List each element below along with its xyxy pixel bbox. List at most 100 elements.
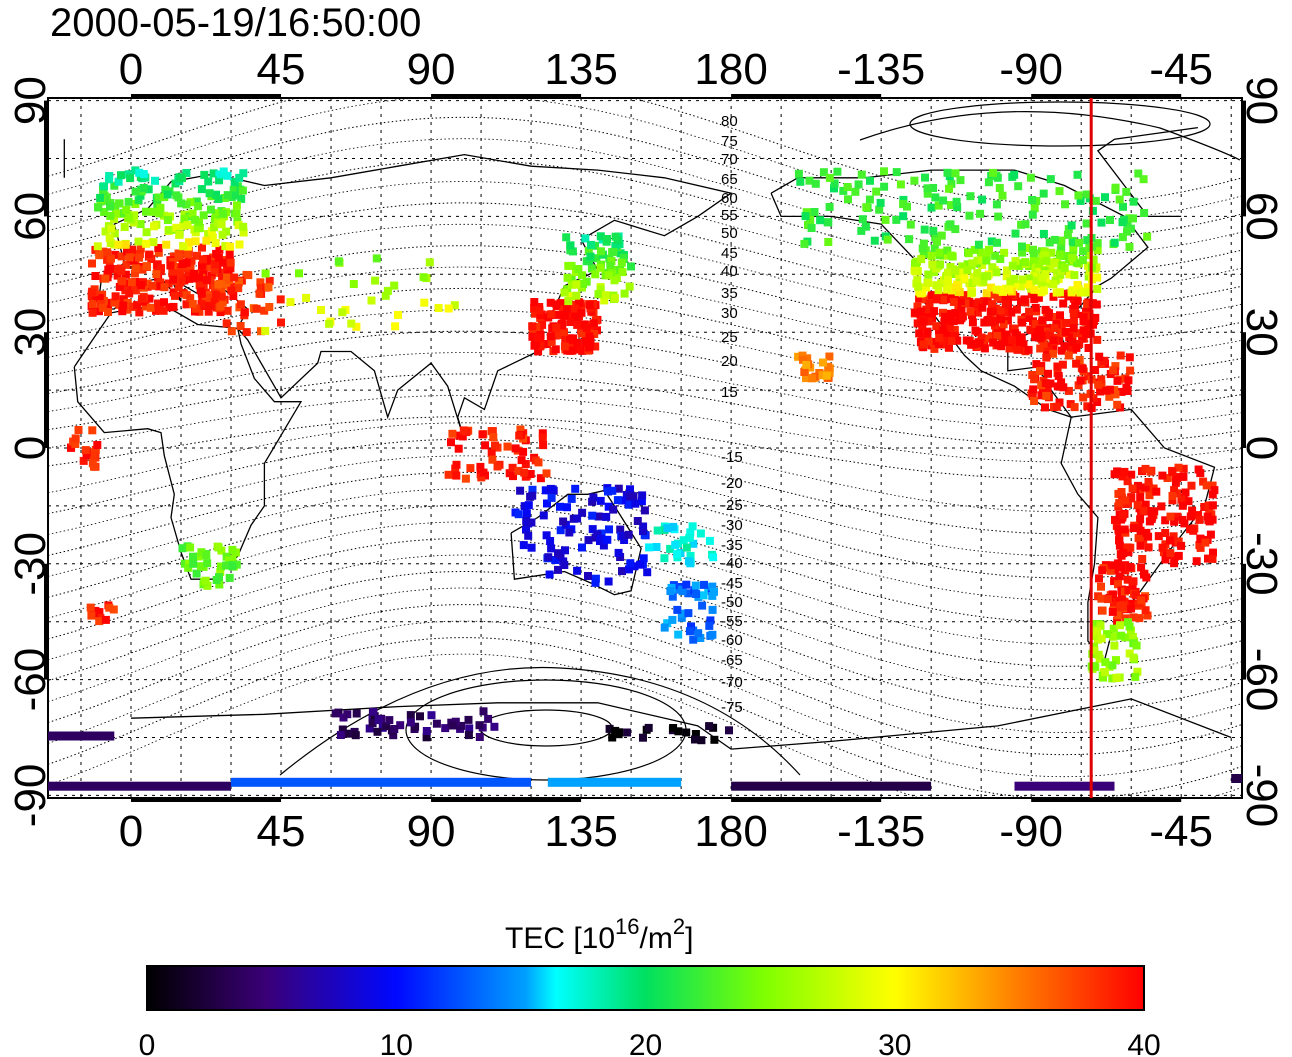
tec-cell bbox=[1093, 273, 1102, 282]
tec-cell bbox=[1083, 299, 1092, 308]
tec-cell bbox=[589, 493, 598, 502]
tec-cell bbox=[99, 187, 108, 195]
tec-cell bbox=[1144, 478, 1153, 486]
tec-cell bbox=[1173, 512, 1182, 521]
frame-bar bbox=[44, 332, 49, 448]
tec-cell bbox=[1112, 656, 1120, 665]
tec-cell bbox=[199, 211, 208, 220]
tec-cell bbox=[100, 207, 109, 216]
tec-cell bbox=[1074, 381, 1083, 390]
tec-cell bbox=[819, 168, 828, 177]
lon-ticks-bottom: 0 45 90 135 180 -135 -90 -45 bbox=[119, 807, 1213, 856]
tec-cell bbox=[920, 225, 929, 234]
tec-cell bbox=[1115, 607, 1124, 616]
tec-cell bbox=[211, 290, 220, 299]
tec-cell bbox=[993, 173, 1002, 182]
tec-cell bbox=[1166, 549, 1175, 558]
tec-cell bbox=[560, 561, 569, 569]
tec-cell bbox=[197, 185, 206, 194]
tec-cell bbox=[995, 310, 1004, 319]
tec-cell bbox=[953, 203, 962, 212]
tec-cell bbox=[912, 259, 920, 267]
tec-cell bbox=[215, 573, 223, 582]
tec-cell bbox=[209, 169, 218, 178]
tec-cell bbox=[876, 198, 885, 207]
tec-cell bbox=[205, 189, 214, 198]
tec-cell bbox=[166, 261, 175, 270]
tec-cell bbox=[122, 205, 131, 214]
tec-cell bbox=[607, 257, 616, 265]
tec-cell bbox=[1114, 525, 1123, 534]
tec-cell bbox=[800, 368, 809, 376]
tec-cell bbox=[1073, 297, 1082, 306]
tec-cell bbox=[138, 295, 146, 304]
tec-cell bbox=[585, 301, 594, 310]
tec-cell bbox=[600, 296, 609, 305]
tec-cell bbox=[131, 286, 140, 295]
tec-cell bbox=[1058, 360, 1067, 369]
tec-cell bbox=[807, 374, 816, 383]
tec-cell bbox=[123, 247, 131, 256]
tec-cell bbox=[1129, 524, 1138, 533]
tec-cell bbox=[993, 293, 1002, 302]
lon-tick-label: 90 bbox=[407, 807, 456, 856]
tec-cell bbox=[1047, 248, 1056, 257]
tec-cell bbox=[913, 276, 922, 285]
tec-cell bbox=[1060, 263, 1069, 272]
tec-cell bbox=[1205, 517, 1214, 526]
tec-cell bbox=[796, 177, 805, 186]
tec-cell bbox=[239, 169, 248, 178]
tec-cell bbox=[112, 209, 120, 218]
lat-tick-label: -90 bbox=[6, 764, 55, 828]
tec-cell bbox=[581, 234, 590, 243]
tec-cell bbox=[390, 281, 399, 290]
tec-cell bbox=[465, 724, 474, 733]
tec-cell bbox=[160, 298, 168, 307]
tec-cell bbox=[673, 605, 682, 614]
tec-cell bbox=[1100, 668, 1109, 677]
tec-cell bbox=[265, 276, 274, 285]
tec-cell bbox=[137, 281, 146, 290]
tec-cell bbox=[224, 556, 233, 565]
tec-cell bbox=[573, 315, 582, 324]
tec-cell bbox=[1141, 606, 1150, 615]
tec-cell bbox=[996, 255, 1005, 263]
tec-cell bbox=[708, 591, 717, 600]
tec-cell bbox=[979, 277, 988, 286]
tec-cell bbox=[709, 553, 718, 562]
tec-cell bbox=[561, 310, 569, 319]
tec-cell bbox=[922, 283, 930, 292]
tec-cell bbox=[1084, 344, 1093, 352]
tec-cell bbox=[444, 470, 453, 479]
tec-cell bbox=[1000, 248, 1009, 257]
tec-cell bbox=[198, 261, 206, 270]
frame-bar bbox=[44, 100, 49, 217]
tec-cell bbox=[825, 173, 834, 182]
tec-cell bbox=[211, 239, 220, 248]
tec-cell bbox=[1061, 200, 1070, 209]
tec-cell bbox=[1117, 387, 1126, 396]
tec-cell bbox=[545, 570, 554, 579]
tec-cell bbox=[631, 499, 640, 508]
tec-cell bbox=[87, 611, 96, 620]
tec-cell bbox=[1131, 591, 1140, 599]
tec-cell bbox=[571, 484, 580, 493]
tec-cell bbox=[1054, 372, 1063, 380]
tec-cell bbox=[1203, 512, 1212, 521]
tec-cell bbox=[1076, 196, 1085, 205]
tec-cell bbox=[943, 246, 952, 255]
tec-cell bbox=[107, 254, 115, 263]
tec-cell bbox=[145, 294, 154, 303]
tec-cell bbox=[566, 246, 575, 255]
tec-cell bbox=[1030, 204, 1039, 213]
contour-label: -45 bbox=[721, 575, 743, 592]
tec-cell bbox=[997, 315, 1005, 324]
tec-cell bbox=[1052, 320, 1061, 329]
tec-cell bbox=[1202, 481, 1211, 490]
tec-cell bbox=[588, 497, 597, 506]
tec-cell bbox=[197, 548, 206, 557]
tec-cell bbox=[990, 307, 999, 316]
coastline bbox=[510, 489, 642, 596]
tec-cell bbox=[1166, 512, 1175, 521]
tec-cell bbox=[197, 562, 205, 571]
